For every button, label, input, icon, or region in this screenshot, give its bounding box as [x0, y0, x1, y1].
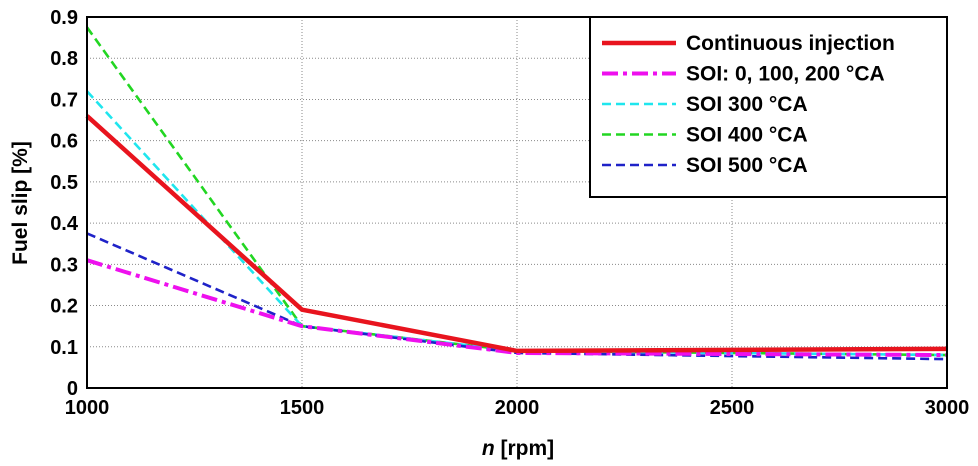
x-tick-label-1: 1500	[280, 397, 325, 419]
legend-label-2: SOI 300 °CA	[686, 93, 808, 116]
y-tick-label-7: 0.7	[50, 89, 78, 111]
legend-label-3: SOI 400 °CA	[686, 124, 808, 147]
y-tick-label-1: 0.1	[50, 337, 78, 359]
series-line-1	[86, 258, 948, 358]
x-axis-label: n [rpm]	[482, 437, 554, 460]
legend-box	[589, 16, 948, 198]
x-axis-label-variable: n	[482, 437, 495, 460]
y-tick-label-5: 0.5	[50, 172, 78, 194]
series-lines	[85, 26, 948, 361]
tick-labels: 0 0.1 0.2 0.3 0.4 0.5 0.6 0.7 0.8 0.9 1000 1500 2000…	[50, 7, 969, 419]
y-tick-label-8: 0.8	[50, 48, 78, 70]
y-tick-label-3: 0.3	[50, 254, 78, 276]
legend: Continuous injection SOI: 0, 100, 200 °CA…	[589, 16, 948, 198]
x-tick-label-2: 2000	[495, 397, 540, 419]
x-tick-label-3: 2500	[710, 397, 755, 419]
y-tick-label-0: 0	[67, 378, 78, 400]
y-tick-label-9: 0.9	[50, 7, 78, 29]
x-tick-label-4: 3000	[925, 397, 970, 419]
x-tick-label-0: 1000	[65, 397, 110, 419]
y-axis-label: Fuel slip [%]	[9, 141, 32, 265]
y-tick-label-6: 0.6	[50, 131, 78, 153]
legend-label-1: SOI: 0, 100, 200 °CA	[686, 63, 885, 86]
y-tick-label-4: 0.4	[50, 213, 79, 235]
y-tick-label-2: 0.2	[50, 296, 78, 318]
x-axis-label-unit: [rpm]	[495, 437, 555, 460]
legend-label-4: SOI 500 °CA	[686, 154, 808, 177]
legend-label-0: Continuous injection	[686, 32, 895, 55]
plot-frame	[86, 16, 948, 389]
series-line-0	[85, 114, 948, 354]
